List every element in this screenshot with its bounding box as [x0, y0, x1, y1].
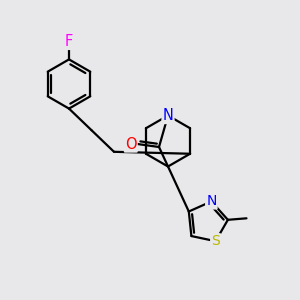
Text: S: S [211, 234, 220, 248]
Text: O: O [125, 136, 136, 152]
Text: N: N [163, 108, 173, 123]
Text: F: F [65, 34, 73, 49]
Text: N: N [206, 194, 217, 208]
